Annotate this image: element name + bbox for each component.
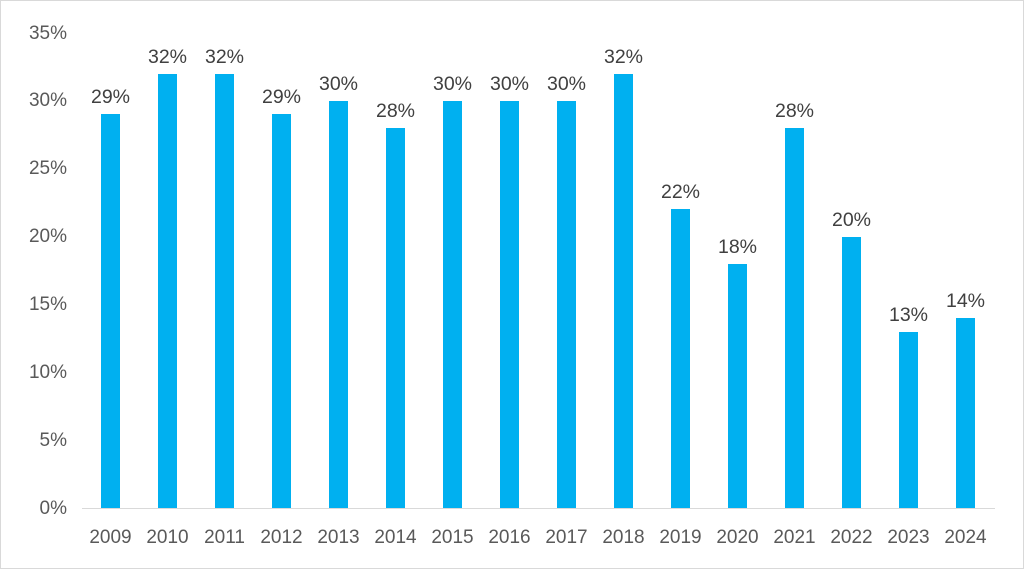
- x-axis-category-label: 2024: [944, 527, 987, 548]
- bar-value-label: 32%: [603, 45, 644, 68]
- bar-2014: [386, 128, 405, 508]
- y-axis-tick-label: 35%: [28, 22, 67, 44]
- y-axis-tick-label: 25%: [28, 158, 67, 180]
- x-axis-category-label: 2014: [374, 527, 417, 548]
- bar-2023: [899, 331, 918, 508]
- bar-value-label: 30%: [546, 72, 587, 95]
- x-axis-category-label: 2010: [146, 527, 189, 548]
- bar-2010: [158, 73, 177, 508]
- bar-2012: [272, 114, 291, 508]
- x-axis-category-label: 2013: [317, 527, 360, 548]
- x-axis-category-label: 2021: [773, 527, 816, 548]
- bar-value-label: 14%: [945, 290, 986, 312]
- x-axis-category-label: 2009: [89, 527, 132, 548]
- bar-2019: [671, 209, 690, 508]
- bar-2020: [728, 263, 747, 508]
- y-axis-tick-label: 30%: [28, 90, 67, 112]
- bar-value-label: 28%: [375, 100, 416, 122]
- y-axis-tick-label: 0%: [39, 497, 67, 519]
- y-axis-tick-label: 5%: [39, 429, 67, 451]
- bar-2009: [101, 114, 120, 508]
- bar-2017: [557, 100, 576, 508]
- bar-value-label: 18%: [717, 235, 758, 258]
- y-axis-tick-label: 20%: [28, 226, 67, 248]
- bar-2018: [614, 73, 633, 508]
- x-axis-category-label: 2022: [830, 527, 873, 548]
- x-axis-category-label: 2023: [887, 527, 930, 548]
- bar-value-label: 20%: [831, 208, 872, 231]
- bar-2015: [443, 100, 462, 508]
- bar-value-label: 29%: [90, 86, 131, 109]
- x-axis-line: [82, 508, 995, 509]
- bar-2021: [785, 128, 804, 508]
- bar-value-label: 13%: [888, 303, 929, 326]
- bar-2024: [956, 318, 975, 508]
- bar-value-label: 32%: [147, 45, 188, 68]
- x-axis-category-label: 2016: [488, 527, 531, 548]
- bar-value-label: 28%: [774, 100, 815, 122]
- y-axis-tick-label: 15%: [28, 293, 67, 315]
- x-axis-category-label: 2015: [431, 527, 474, 548]
- bar-2016: [500, 100, 519, 508]
- bar-2011: [215, 73, 234, 508]
- bar-2022: [842, 236, 861, 508]
- x-axis-category-label: 2017: [545, 527, 588, 548]
- bar-value-label: 29%: [261, 86, 302, 109]
- bar-value-label: 30%: [432, 72, 473, 95]
- bar-value-label: 22%: [660, 181, 701, 204]
- bar-2013: [329, 100, 348, 508]
- x-axis-category-label: 2020: [716, 527, 759, 548]
- y-axis-tick-label: 10%: [28, 361, 67, 383]
- bar-value-label: 30%: [318, 72, 359, 95]
- bar-value-label: 32%: [204, 45, 245, 68]
- x-axis-category-label: 2018: [602, 527, 645, 548]
- x-axis-category-label: 2011: [204, 527, 245, 548]
- x-axis-category-label: 2019: [659, 527, 702, 548]
- x-axis-category-label: 2012: [260, 527, 303, 548]
- bar-value-label: 30%: [489, 72, 530, 95]
